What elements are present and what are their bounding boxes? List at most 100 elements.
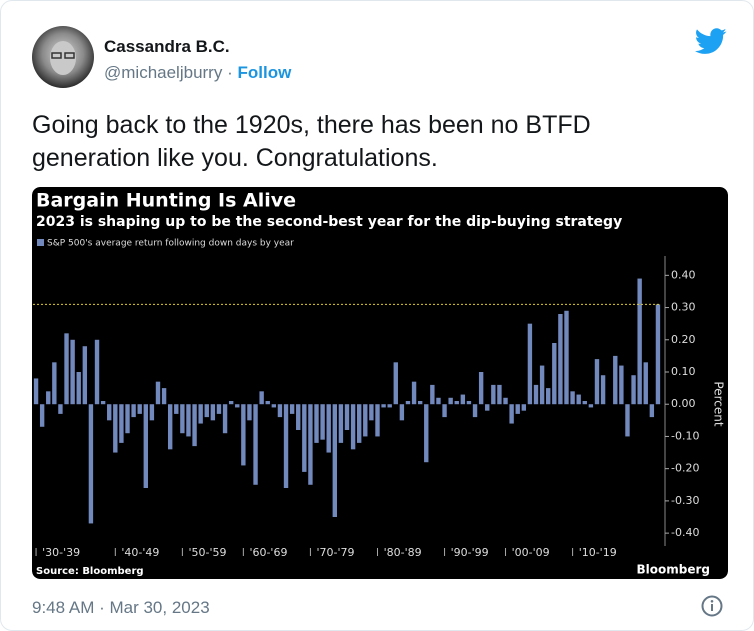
bar [588,404,594,408]
bar [247,404,252,421]
bar [570,391,575,405]
bar [222,404,228,434]
source: Source: Bloomberg [36,566,144,577]
bar [381,404,386,408]
bar [466,401,472,405]
bar [314,404,319,443]
timestamp[interactable]: 9:48 AM · Mar 30, 2023 [32,598,210,617]
bar [94,339,100,405]
bar [472,404,478,418]
bar [344,404,350,430]
bar [533,384,539,405]
handle[interactable]: @michaeljburry [104,63,223,82]
bar [149,404,155,421]
bar [655,304,661,405]
bar [631,375,636,405]
bar [436,397,441,405]
bar [625,404,630,437]
y-tick-label: 0.30 [671,301,696,314]
y-tick-label: 0.40 [671,268,696,281]
y-tick-label: -0.10 [671,429,699,442]
bar [393,362,398,405]
bar [82,346,88,405]
bar [167,404,173,450]
bar [302,404,307,472]
brand: Bloomberg [637,563,711,577]
bar [52,362,57,405]
tweet-text: Going back to the 1920s, there has been … [32,111,591,172]
bar [107,404,112,421]
bar [375,404,380,437]
bar [308,404,313,485]
bar [326,404,331,453]
bar [143,404,148,488]
bar [442,404,447,418]
chart-background [32,187,728,579]
bar [411,381,417,405]
bar [265,401,270,405]
bar [186,404,191,437]
bar [283,404,289,488]
bar [454,401,459,405]
bar [485,404,490,411]
bar [64,333,69,405]
bar [289,404,295,414]
bar [350,404,356,450]
bar [509,404,514,424]
bar [277,404,283,418]
display-name[interactable]: Cassandra B.C. [104,37,230,56]
x-tick-label: '40-'49 [121,546,159,559]
x-tick-label: '30-'39 [42,546,80,559]
bar [33,378,39,405]
follow-button[interactable]: Follow [237,63,292,82]
bar [643,362,648,405]
chart: Bargain Hunting Is Alive 2023 is shaping… [32,187,728,579]
x-tick-label: '70-'79 [317,546,355,559]
bar [424,404,429,463]
bar [113,404,118,453]
chart-subtitle: 2023 is shaping up to be the second-best… [36,214,622,230]
x-tick-label: '90-'99 [451,546,489,559]
bar [70,339,75,405]
bar [387,404,392,408]
bar [405,401,411,405]
bar [594,359,600,405]
bar [338,404,344,443]
bar [576,394,581,405]
bar [241,404,246,466]
y-tick-label: 0.20 [671,333,696,346]
bar [192,404,197,447]
bar [100,401,106,405]
handle-row: @michaeljburry · Follow [104,63,291,83]
bar [521,404,527,411]
bar [497,384,502,405]
bar [58,404,63,414]
bar [552,343,557,405]
x-tick-label: '10-'19 [579,546,617,559]
y-tick-label: -0.40 [671,526,699,539]
bar [271,404,277,408]
x-tick-label: '80-'89 [384,546,422,559]
bar [582,401,587,405]
y-tick-label: 0.10 [671,365,696,378]
bar [430,384,435,405]
bar [478,372,484,405]
info-icon[interactable] [701,595,723,617]
bar [600,375,606,405]
x-tick-label: '50-'59 [188,546,226,559]
bar [296,404,301,430]
bar [161,388,167,405]
bar [228,401,234,405]
bar [613,355,618,405]
bar [539,365,545,405]
twitter-logo[interactable] [695,28,727,55]
y-axis-label: Percent [712,381,726,426]
bar [204,404,209,418]
bar [399,404,405,421]
bar [503,397,508,405]
bar [417,401,423,405]
y-tick-label: -0.20 [671,462,699,475]
avatar[interactable] [32,26,94,88]
bar [515,404,520,414]
